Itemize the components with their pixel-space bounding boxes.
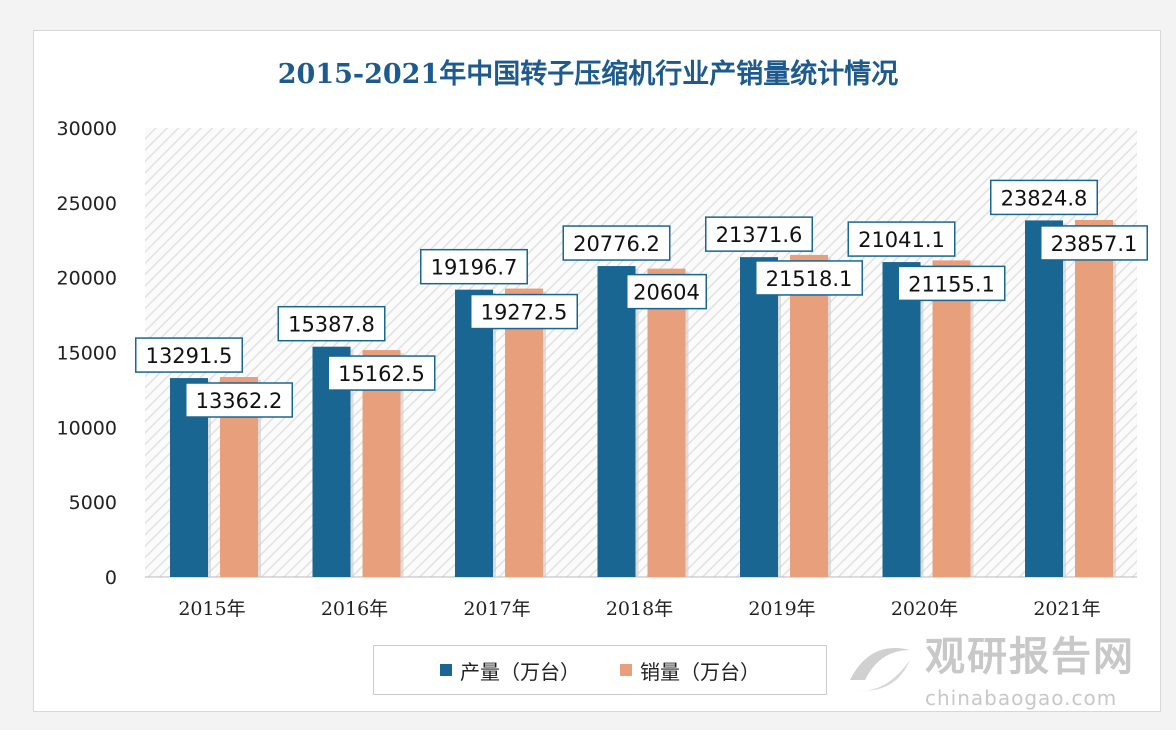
y-tick-label: 30000	[57, 118, 117, 140]
data-label-box	[705, 216, 813, 252]
data-label: 20776.2	[573, 232, 660, 256]
legend-item-production[interactable]: 产量（万台）	[440, 656, 580, 685]
bar-production	[455, 289, 493, 577]
y-tick-label: 15000	[57, 343, 117, 365]
plot-area	[145, 128, 1137, 577]
data-label-box	[897, 265, 1006, 302]
data-label: 21518.1	[766, 267, 853, 291]
legend-swatch	[620, 664, 632, 676]
legend-item-sales[interactable]: 销量（万台）	[620, 656, 760, 685]
bar-sales	[1075, 219, 1113, 578]
data-label: 21371.6	[716, 223, 803, 247]
x-tick-label: 2015年	[178, 598, 245, 620]
watermark: 观研报告网 chinabaogao.com	[840, 635, 1160, 725]
y-tick-label: 20000	[57, 268, 117, 290]
bar-production	[740, 257, 778, 577]
bar-sales	[790, 254, 828, 577]
chart-title: 2015-2021年中国转子压缩机行业产销量统计情况	[277, 59, 899, 90]
bar-sales	[505, 288, 543, 577]
x-tick-label: 2016年	[321, 598, 388, 620]
watermark-cn: 观研报告网	[925, 634, 1135, 680]
data-label-box	[185, 382, 293, 418]
data-label: 20604	[633, 281, 700, 305]
data-label: 15162.5	[338, 362, 425, 386]
y-tick-label: 25000	[57, 193, 117, 215]
data-label-box	[1040, 225, 1148, 261]
bar-production	[1025, 220, 1063, 577]
legend: 产量（万台） 销量（万台）	[373, 645, 827, 695]
bar-sales	[932, 260, 971, 577]
data-label-box	[420, 248, 528, 285]
data-label: 23824.8	[1001, 186, 1088, 210]
bar-production	[882, 262, 921, 577]
data-label-box	[847, 221, 956, 257]
legend-label: 产量（万台）	[460, 659, 580, 684]
data-label-box	[626, 273, 707, 310]
legend-label: 销量（万台）	[640, 659, 760, 684]
data-label: 21041.1	[858, 228, 945, 252]
x-tick-label: 2021年	[1033, 598, 1100, 620]
data-label: 13362.2	[196, 389, 283, 413]
data-label-box	[470, 293, 578, 330]
y-tick-label: 5000	[69, 492, 117, 514]
data-label-box	[327, 355, 436, 391]
data-label-box	[277, 305, 386, 342]
x-tick-label: 2019年	[748, 598, 815, 620]
legend-swatch	[440, 664, 452, 676]
data-label: 19272.5	[481, 301, 568, 325]
x-tick-label: 2020年	[891, 598, 958, 620]
data-label-box	[562, 225, 671, 261]
data-label: 21155.1	[908, 272, 995, 296]
x-tick-label: 2017年	[463, 598, 530, 620]
data-label: 23857.1	[1051, 232, 1138, 256]
data-label: 19196.7	[431, 256, 518, 280]
y-tick-label: 10000	[57, 417, 117, 439]
bar-production	[597, 266, 636, 577]
bar-sales	[647, 268, 686, 577]
watermark-en: chinabaogao.com	[925, 686, 1118, 710]
data-label-box	[990, 179, 1098, 216]
data-label: 15387.8	[288, 313, 375, 337]
watermark-logo-icon	[850, 648, 910, 691]
data-label-box	[755, 260, 863, 296]
x-tick-label: 2018年	[606, 598, 673, 620]
y-tick-label: 0	[105, 567, 117, 589]
data-label: 13291.5	[146, 344, 233, 368]
data-label-box	[135, 337, 243, 373]
